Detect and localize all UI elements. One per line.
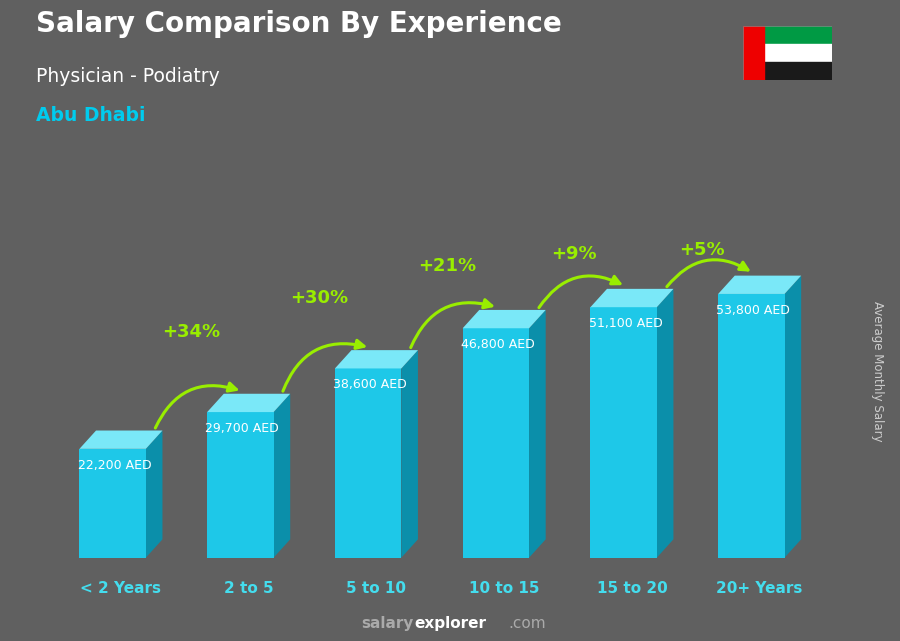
- Polygon shape: [657, 289, 673, 558]
- Polygon shape: [146, 431, 163, 558]
- Text: 29,700 AED: 29,700 AED: [205, 422, 279, 435]
- Polygon shape: [207, 394, 290, 412]
- Polygon shape: [463, 328, 529, 558]
- Text: 53,800 AED: 53,800 AED: [716, 304, 790, 317]
- Polygon shape: [274, 394, 290, 558]
- Polygon shape: [207, 412, 274, 558]
- Text: +34%: +34%: [162, 324, 220, 342]
- Text: Salary Comparison By Experience: Salary Comparison By Experience: [36, 10, 562, 38]
- Polygon shape: [335, 350, 418, 369]
- Polygon shape: [718, 294, 785, 558]
- Text: 46,800 AED: 46,800 AED: [461, 338, 535, 351]
- Text: +9%: +9%: [552, 245, 598, 263]
- Text: salary: salary: [362, 617, 414, 631]
- Text: Abu Dhabi: Abu Dhabi: [36, 106, 146, 125]
- Polygon shape: [79, 449, 146, 558]
- Polygon shape: [718, 276, 801, 294]
- Text: 5 to 10: 5 to 10: [346, 581, 407, 596]
- Bar: [742, 44, 833, 62]
- Text: .com: .com: [508, 617, 546, 631]
- Bar: [742, 26, 764, 80]
- Polygon shape: [335, 369, 401, 558]
- Text: 2 to 5: 2 to 5: [224, 581, 274, 596]
- Polygon shape: [463, 310, 545, 328]
- Text: 38,600 AED: 38,600 AED: [333, 378, 407, 392]
- Text: < 2 Years: < 2 Years: [80, 581, 161, 596]
- Text: Physician - Podiatry: Physician - Podiatry: [36, 67, 220, 87]
- Bar: [742, 26, 833, 44]
- Text: +30%: +30%: [290, 288, 348, 306]
- Polygon shape: [590, 307, 657, 558]
- Text: Average Monthly Salary: Average Monthly Salary: [871, 301, 884, 442]
- Text: 15 to 20: 15 to 20: [597, 581, 667, 596]
- Bar: [742, 62, 833, 80]
- Text: 10 to 15: 10 to 15: [469, 581, 539, 596]
- Text: 22,200 AED: 22,200 AED: [77, 459, 151, 472]
- Polygon shape: [79, 431, 163, 449]
- Text: 51,100 AED: 51,100 AED: [589, 317, 662, 330]
- Polygon shape: [401, 350, 418, 558]
- Polygon shape: [785, 276, 801, 558]
- Text: explorer: explorer: [414, 617, 486, 631]
- Text: 20+ Years: 20+ Years: [716, 581, 803, 596]
- Text: +5%: +5%: [680, 240, 725, 258]
- Polygon shape: [529, 310, 545, 558]
- Text: +21%: +21%: [418, 257, 476, 275]
- Polygon shape: [590, 289, 673, 307]
